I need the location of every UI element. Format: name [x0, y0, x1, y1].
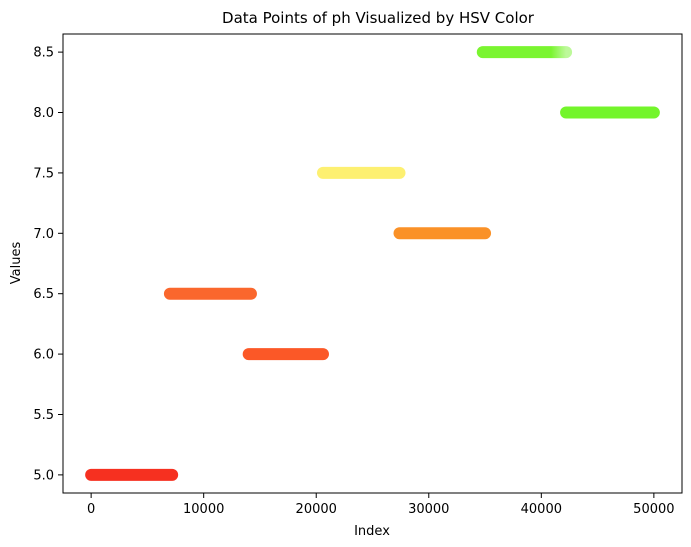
x-axis-ticks: 0 10000 20000 30000 40000 50000 [87, 493, 675, 517]
y-tick-label: 8.0 [33, 106, 54, 121]
y-tick-label: 6.0 [33, 348, 54, 363]
y-tick-label: 6.5 [33, 287, 54, 302]
x-axis-label: Index [354, 524, 390, 539]
x-tick-label: 50000 [633, 502, 674, 517]
x-tick-label: 20000 [296, 502, 337, 517]
y-axis-ticks: 5.0 5.5 6.0 6.5 7.0 7.5 8.0 8.5 [33, 46, 63, 483]
data-points [85, 46, 660, 481]
y-axis-label: Values [9, 242, 24, 285]
y-tick-label: 7.5 [33, 166, 54, 181]
y-tick-label: 5.5 [33, 408, 54, 423]
x-tick-label: 10000 [183, 502, 224, 517]
plot-area-frame [62, 33, 683, 494]
y-tick-label: 8.5 [33, 46, 54, 61]
x-tick-label: 0 [87, 502, 95, 517]
chart-title: Data Points of ph Visualized by HSV Colo… [222, 9, 535, 27]
y-tick-label: 5.0 [33, 468, 54, 483]
x-tick-label: 30000 [408, 502, 449, 517]
y-tick-label: 7.0 [33, 227, 54, 242]
x-tick-label: 40000 [521, 502, 562, 517]
